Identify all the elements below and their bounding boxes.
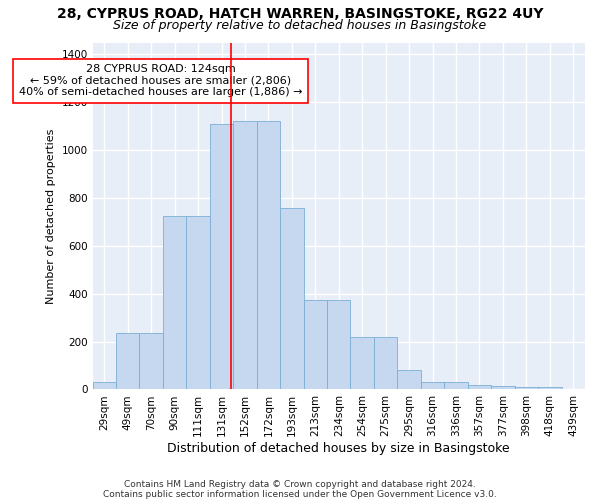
Bar <box>421 382 444 390</box>
Text: Contains HM Land Registry data © Crown copyright and database right 2024.
Contai: Contains HM Land Registry data © Crown c… <box>103 480 497 499</box>
Y-axis label: Number of detached properties: Number of detached properties <box>46 128 56 304</box>
Bar <box>350 337 374 390</box>
Text: 28 CYPRUS ROAD: 124sqm
← 59% of detached houses are smaller (2,806)
40% of semi-: 28 CYPRUS ROAD: 124sqm ← 59% of detached… <box>19 64 302 98</box>
Bar <box>280 208 304 390</box>
Bar <box>304 300 327 390</box>
X-axis label: Distribution of detached houses by size in Basingstoke: Distribution of detached houses by size … <box>167 442 510 455</box>
Bar <box>187 216 210 390</box>
Bar <box>538 387 562 390</box>
Bar <box>116 333 139 390</box>
Bar <box>515 387 538 390</box>
Bar <box>163 216 187 390</box>
Bar <box>233 122 257 390</box>
Bar <box>257 122 280 390</box>
Bar <box>444 382 468 390</box>
Bar <box>397 370 421 390</box>
Bar <box>210 124 233 390</box>
Bar <box>327 300 350 390</box>
Text: Size of property relative to detached houses in Basingstoke: Size of property relative to detached ho… <box>113 18 487 32</box>
Bar <box>468 384 491 390</box>
Text: 28, CYPRUS ROAD, HATCH WARREN, BASINGSTOKE, RG22 4UY: 28, CYPRUS ROAD, HATCH WARREN, BASINGSTO… <box>57 8 543 22</box>
Bar <box>374 337 397 390</box>
Bar <box>92 382 116 390</box>
Bar <box>139 333 163 390</box>
Bar <box>491 386 515 390</box>
